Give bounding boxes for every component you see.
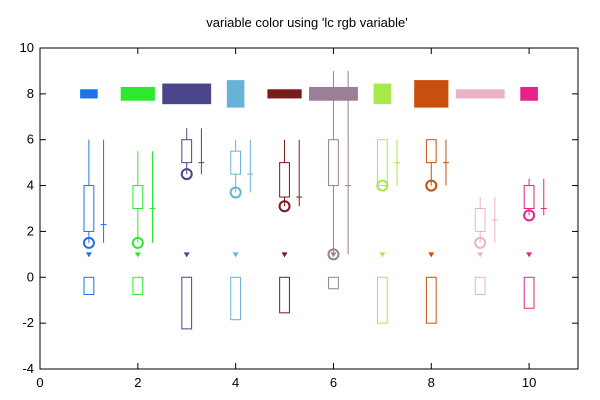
y-tick-label: 0 [27, 269, 34, 284]
axes: -4 -2 0 2 4 6 8 10 0 2 4 6 8 10 [20, 40, 578, 390]
triangle-point [134, 252, 141, 258]
box-mark [83, 185, 95, 232]
box-mark [474, 208, 486, 232]
series-group [162, 83, 212, 330]
box-mark [425, 139, 437, 164]
box-mark [132, 185, 144, 209]
triangle-point [477, 252, 484, 258]
negative-box-mark [181, 276, 193, 330]
x-tick-label: 2 [134, 375, 141, 390]
chart-marks [80, 70, 547, 330]
series-group [414, 80, 449, 324]
box-mark [181, 139, 193, 164]
box-mark [523, 185, 535, 209]
y-tick-label: -4 [22, 361, 34, 376]
box-mark [376, 139, 388, 187]
triangle-point [428, 252, 435, 258]
x-tick-label: 6 [330, 375, 337, 390]
bar-mark [120, 86, 155, 101]
triangle-point [85, 252, 92, 258]
negative-box-mark [132, 276, 144, 295]
negative-box-mark [328, 276, 339, 290]
circle-point [229, 186, 242, 199]
y-tick-label: 6 [27, 132, 34, 147]
bar-mark [520, 86, 538, 101]
circle-point [327, 248, 340, 261]
negative-box-mark [83, 276, 95, 295]
negative-box-mark [523, 276, 535, 309]
bar-mark [226, 80, 245, 108]
series-group [80, 89, 107, 295]
x-tick-label: 4 [232, 375, 239, 390]
negative-box-mark [230, 276, 242, 321]
triangle-point [379, 252, 386, 258]
circle-point [425, 179, 438, 192]
triangle-point [281, 252, 288, 258]
negative-box-mark [279, 276, 290, 314]
series-group [455, 89, 505, 295]
bar-mark [80, 89, 98, 99]
y-tick-label: 8 [27, 86, 34, 101]
bar-mark [373, 83, 392, 105]
y-tick-label: 10 [20, 40, 34, 55]
circle-point [131, 236, 144, 249]
circle-point [376, 179, 389, 192]
circle-point [82, 236, 95, 249]
chart-title: variable color using 'lc rgb variable' [206, 15, 408, 30]
series-group [520, 86, 547, 309]
series-group [309, 70, 358, 290]
bar-mark [267, 89, 302, 99]
x-tick-label: 8 [428, 375, 435, 390]
x-tick-label: 0 [36, 375, 43, 390]
x-tick-label: 10 [522, 375, 536, 390]
triangle-point [232, 252, 239, 258]
y-tick-label: -2 [22, 315, 34, 330]
triangle-point [330, 252, 337, 258]
box-mark [230, 150, 242, 175]
plot-frame [39, 47, 579, 370]
y-tick-label: 2 [27, 223, 34, 238]
series-group [120, 86, 156, 295]
bar-mark [414, 80, 449, 108]
triangle-point [526, 252, 533, 258]
box-mark [328, 139, 339, 187]
circle-point [180, 168, 193, 181]
bar-mark [455, 89, 505, 99]
box-mark [279, 162, 290, 198]
circle-point [523, 209, 536, 222]
series-group [373, 83, 401, 324]
negative-box-mark [425, 276, 437, 324]
circle-point [474, 236, 487, 249]
series-group [267, 89, 303, 314]
negative-box-mark [474, 276, 486, 295]
bar-mark [162, 83, 212, 105]
triangle-point [183, 252, 190, 258]
series-group [226, 80, 254, 321]
y-tick-label: 4 [27, 178, 34, 193]
circle-point [278, 200, 291, 213]
negative-box-mark [376, 276, 388, 324]
